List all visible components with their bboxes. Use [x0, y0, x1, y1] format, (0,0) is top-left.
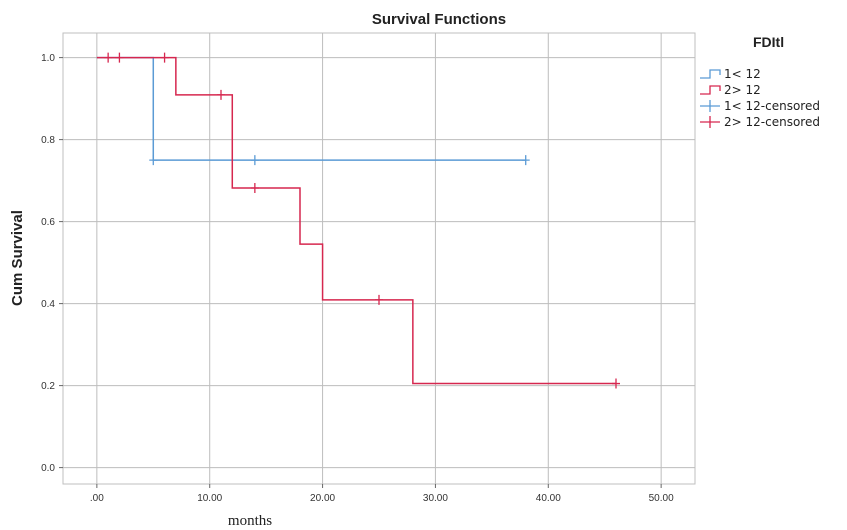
legend-title: FDItl — [753, 34, 784, 50]
x-tick-label: .00 — [90, 493, 104, 504]
y-tick-label: 0.4 — [41, 299, 55, 310]
legend-step-swatch — [700, 69, 721, 79]
x-tick-label: 10.00 — [197, 493, 222, 504]
x-axis-label: months — [228, 513, 272, 529]
x-tick-label: 20.00 — [310, 493, 335, 504]
chart-title: Survival Functions — [372, 11, 506, 28]
censored-mark — [149, 155, 158, 166]
y-axis-ticks: 0.0 0.2 0.4 0.6 0.8 1.0 — [41, 53, 63, 474]
legend-censored-swatch — [700, 100, 720, 112]
legend: FDItl 1< 12 2> 12 1< 12-censored 2> 12-cens… — [700, 34, 820, 129]
legend-label: 2> 12-censored — [724, 115, 820, 129]
x-axis-ticks: .00 10.00 20.00 30.00 40.00 50.00 — [90, 484, 674, 504]
censored-mark — [250, 155, 259, 166]
y-tick-label: 0.8 — [41, 135, 55, 146]
survival-curves — [96, 52, 620, 389]
censored-mark — [104, 52, 113, 63]
censored-mark — [612, 378, 620, 389]
x-tick-label: 40.00 — [536, 493, 561, 504]
x-tick-label: 30.00 — [423, 493, 448, 504]
y-tick-label: 1.0 — [41, 53, 55, 64]
legend-step-swatch — [700, 85, 721, 95]
x-tick-label: 50.00 — [649, 493, 674, 504]
censored-mark — [521, 155, 530, 166]
censored-mark — [217, 89, 225, 100]
survival-curve-2 — [96, 56, 616, 385]
censored-mark — [250, 182, 259, 193]
censored-mark — [160, 52, 169, 63]
legend-label: 1< 12 — [724, 67, 761, 81]
censored-mark — [115, 52, 124, 63]
censored-mark — [375, 294, 383, 305]
plot-area — [62, 32, 696, 485]
y-tick-label: 0.2 — [41, 381, 55, 392]
y-tick-label: 0.6 — [41, 217, 55, 228]
y-tick-label: 0.0 — [41, 463, 55, 474]
legend-censored-swatch — [700, 116, 720, 128]
y-axis-label: Cum Survival — [9, 210, 26, 306]
legend-label: 2> 12 — [724, 83, 761, 97]
legend-label: 1< 12-censored — [724, 99, 820, 113]
